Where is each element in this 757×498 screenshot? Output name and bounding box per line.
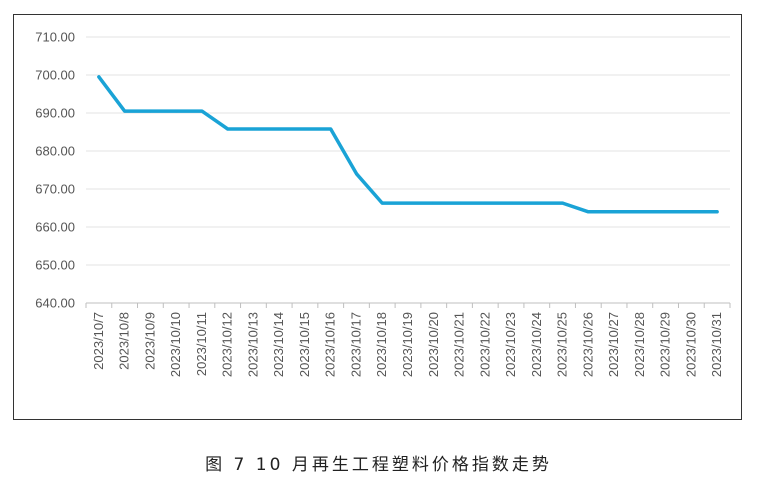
data-point (432, 201, 436, 205)
data-point (458, 201, 462, 205)
x-tick-label: 2023/10/16 (323, 312, 338, 377)
data-point (174, 109, 178, 113)
x-tick-label: 2023/10/28 (632, 312, 647, 377)
y-tick-label: 670.00 (35, 182, 75, 197)
x-tick-label: 2023/10/31 (709, 312, 724, 377)
data-point (148, 109, 152, 113)
x-tick-label: 2023/10/20 (426, 312, 441, 377)
data-point (329, 127, 333, 131)
data-point (638, 210, 642, 214)
y-tick-label: 650.00 (35, 258, 75, 273)
series-line (97, 75, 719, 214)
x-tick-label: 2023/10/30 (683, 312, 698, 377)
y-tick-label: 660.00 (35, 220, 75, 235)
data-point (226, 127, 230, 131)
x-tick-label: 2023/10/24 (529, 312, 544, 377)
data-point (715, 210, 719, 214)
x-tick-label: 2023/10/29 (658, 312, 673, 377)
x-tick-label: 2023/10/18 (374, 312, 389, 377)
x-tick-label: 2023/10/22 (477, 312, 492, 377)
x-tick-label: 2023/10/15 (297, 312, 312, 377)
x-tick-label: 2023/10/13 (245, 312, 260, 377)
data-point (123, 109, 127, 113)
x-tick-label: 2023/10/17 (348, 312, 363, 377)
data-point (586, 210, 590, 214)
data-point (509, 201, 513, 205)
x-tick-label: 2023/10/26 (580, 312, 595, 377)
y-tick-label: 700.00 (35, 68, 75, 83)
data-point (664, 210, 668, 214)
x-tick-label: 2023/10/19 (400, 312, 415, 377)
x-tick-label: 2023/10/12 (220, 312, 235, 377)
figure-caption: 图 7 10 月再生工程塑料价格指数走势 (205, 455, 552, 475)
data-point (689, 210, 693, 214)
data-point (303, 127, 307, 131)
x-tick-label: 2023/10/23 (503, 312, 518, 377)
data-point (380, 201, 384, 205)
x-tick-label: 2023/10/21 (452, 312, 467, 377)
x-tick-label: 2023/10/11 (194, 312, 209, 376)
data-point (277, 127, 281, 131)
x-tick-label: 2023/10/10 (168, 312, 183, 377)
chart-frame (13, 14, 742, 420)
y-tick-label: 640.00 (35, 296, 75, 311)
x-tick-label: 2023/10/27 (606, 312, 621, 377)
y-tick-label: 680.00 (35, 144, 75, 159)
data-point (200, 109, 204, 113)
data-point (483, 201, 487, 205)
y-tick-label: 690.00 (35, 106, 75, 121)
data-point (251, 127, 255, 131)
x-tick-label: 2023/10/7 (91, 312, 106, 370)
data-point (354, 172, 358, 176)
x-tick-label: 2023/10/9 (142, 312, 157, 370)
x-tick-label: 2023/10/25 (555, 312, 570, 377)
line-chart: 640.00 650.00 660.00 670.00 680.00 690.00 700.… (35, 30, 731, 377)
data-point (535, 201, 539, 205)
data-point (561, 201, 565, 205)
x-tick-label: 2023/10/14 (271, 312, 286, 377)
x-tick-label: 2023/10/8 (117, 312, 132, 370)
data-point (612, 210, 616, 214)
y-tick-label: 710.00 (35, 30, 75, 45)
data-point (97, 75, 101, 79)
data-point (406, 201, 410, 205)
